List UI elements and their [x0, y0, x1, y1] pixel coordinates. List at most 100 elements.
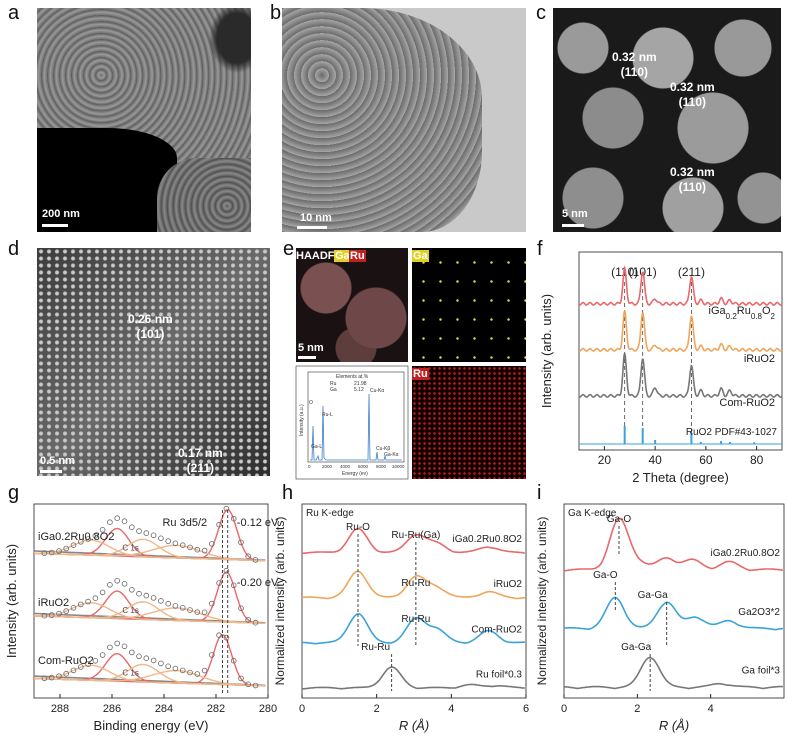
- xps-component-line: [33, 544, 266, 562]
- ga-kedge-ylabel: Normalized intensity (arb. units): [535, 517, 549, 686]
- xrd-series-line: [578, 353, 783, 398]
- xps-data-point: [63, 545, 69, 552]
- xps-data-point: [129, 524, 135, 530]
- xps-data-point: [56, 548, 62, 554]
- xps-title: Ru 3d5/2: [162, 517, 207, 529]
- xps-data-point: [245, 617, 252, 623]
- ga-kedge-xtick-label: 0: [561, 703, 567, 715]
- panel-letter-c: c: [536, 2, 546, 24]
- eds-spectrum: Elements at.% Ru 21.98 Ga 5.12 O Ru-L Ga…: [295, 365, 409, 480]
- scale-bar-c: [562, 224, 584, 227]
- xps-data-point: [158, 598, 164, 604]
- xrd-label-com: Com-RuO2: [719, 397, 775, 409]
- xps-data-point: [78, 538, 84, 545]
- xps-ylabel: Intensity (arb. units): [4, 544, 19, 658]
- xps-shift-2: -0.20 eV: [237, 577, 279, 589]
- ru-kedge-annotation: Ru-Ru(Ga): [391, 530, 440, 541]
- xrd-chart: (110)(101) (211)iGa0.2Ru0.8O2iRuO2Com-RuO…: [539, 251, 783, 485]
- xps-c1s-label: C 1s: [122, 668, 138, 677]
- ga-kedge-title: Ga K-edge: [568, 508, 617, 519]
- scale-label-b: 10 nm: [300, 212, 332, 224]
- panel-letter-d: d: [8, 238, 20, 260]
- ru-kedge-plot-frame: [301, 503, 527, 699]
- scale-bar-d: [40, 470, 62, 473]
- xrd-series-line: [578, 265, 783, 306]
- xps-data-point: [143, 592, 150, 599]
- ru-kedge-annotation: Ru-O: [346, 522, 370, 533]
- ru-kedge-xtick-label: 6: [523, 703, 529, 715]
- lattice-note-c3: 0.32 nm (110): [670, 165, 715, 194]
- ga-kedge-chart: Ga K-edge iGa0.2Ru0.8O2 Ga2O3*2 Ga foil*3 Ga…: [535, 503, 785, 733]
- eds-xtick-4: 8000: [376, 464, 387, 469]
- xps-data-point: [172, 540, 179, 547]
- ga-kedge-xlabel: R (Å): [659, 718, 689, 733]
- ga-map-label: Ga: [412, 250, 429, 262]
- xps-data-point: [223, 505, 230, 512]
- xrd-xtick-label: 40: [648, 453, 662, 467]
- xps-xtick-label: 282: [207, 703, 225, 715]
- xps-data-point: [216, 580, 222, 586]
- xps-data-point: [99, 526, 106, 533]
- eds-xtick-5: 10000: [392, 464, 405, 469]
- eds-peak-cuka: Cu-Kα: [370, 388, 384, 394]
- xps-data-point: [194, 609, 201, 615]
- xps-data-point: [129, 587, 135, 593]
- xps-data-point: [92, 658, 99, 664]
- xps-chart: C 1s C 1s C 1s Ru 3d5/2 -0.12 eV -0.20 eV iGa0…: [4, 503, 279, 733]
- xps-plot-frame: [33, 503, 269, 699]
- eds-row-ga-val: 5.12: [354, 387, 364, 393]
- xps-data-point: [56, 610, 62, 617]
- xps-data-point: [245, 553, 252, 559]
- xps-data-point: [41, 612, 48, 619]
- xps-data-point: [238, 539, 244, 546]
- tem-image: [282, 8, 526, 232]
- xps-data-point: [223, 634, 230, 641]
- xps-data-point: [85, 536, 91, 542]
- xps-data-point: [179, 667, 186, 674]
- xps-data-point: [107, 519, 113, 525]
- xps-data-point: [194, 546, 201, 553]
- lattice-note-c1: 0.32 nm (110): [612, 50, 657, 79]
- xps-data-point: [143, 530, 150, 536]
- scale-label-d: 0.5 nm: [40, 455, 75, 467]
- xps-data-point: [99, 589, 106, 596]
- xps-data-point: [48, 549, 55, 556]
- xps-component-line: [34, 539, 266, 562]
- xps-data-point: [56, 673, 62, 680]
- eds-ylabel: Intensity (a.u.): [299, 404, 305, 436]
- xrd-ylabel: Intensity (arb. units): [539, 294, 554, 408]
- lattice-note-d2: 0.17 nm (211): [178, 446, 223, 475]
- ru-kedge-annotation: Ru-Ru: [401, 578, 430, 589]
- ru-kedge-series-label: Ru foil*0.3: [476, 669, 523, 680]
- xps-c1s-label: C 1s: [122, 606, 138, 615]
- panel-letter-g: g: [8, 482, 20, 504]
- xps-data-point: [70, 605, 77, 611]
- xps-data-point: [136, 653, 142, 660]
- xrd-label-part: Ru: [737, 305, 751, 317]
- eds-plot-frame: [307, 371, 405, 463]
- lattice-note-c2: 0.32 nm (110): [670, 80, 715, 109]
- xps-component-line: [33, 607, 266, 624]
- xps-data-point: [48, 612, 55, 618]
- eds-row-ru-val: 21.98: [354, 381, 367, 387]
- hrtem-image-c: [553, 8, 781, 232]
- eds-row-ga-el: Ga: [330, 387, 337, 393]
- xps-shift-1: -0.12 eV: [237, 517, 279, 529]
- xps-data-point: [48, 674, 55, 681]
- xps-component-line: [34, 601, 266, 624]
- ru-kedge-annotation: Ru-Ru: [401, 614, 430, 625]
- xps-data-point: [179, 542, 186, 548]
- xps-data-point: [121, 643, 128, 650]
- xps-data-point: [165, 600, 172, 607]
- xps-data-point: [201, 609, 208, 616]
- xps-data-point: [201, 547, 208, 554]
- panel-letter-h: h: [282, 482, 294, 504]
- panel-letter-b: b: [270, 2, 282, 24]
- xps-data-point: [114, 578, 120, 584]
- haadf-ga-label: Ga: [334, 250, 351, 262]
- xps-data-point: [70, 542, 77, 548]
- xps-data-point: [78, 664, 84, 670]
- xrd-label-part: 2: [771, 312, 776, 321]
- ga-kedge-series-label: Ga2O3*2: [738, 607, 780, 618]
